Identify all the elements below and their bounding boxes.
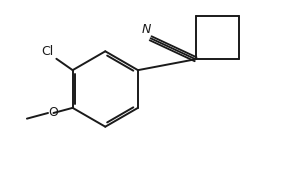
- Text: Cl: Cl: [41, 45, 53, 58]
- Text: N: N: [142, 23, 151, 36]
- Text: O: O: [49, 107, 58, 120]
